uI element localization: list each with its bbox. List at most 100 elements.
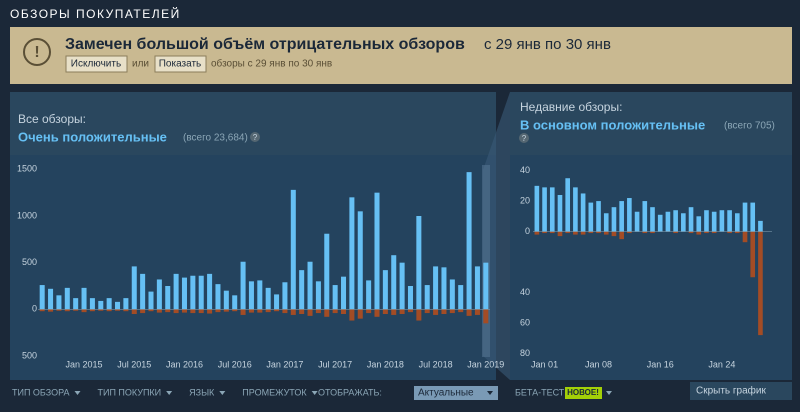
bar xyxy=(98,300,104,310)
bar xyxy=(56,295,62,310)
hide-label[interactable]: Скрыть график xyxy=(696,385,766,397)
bar xyxy=(156,309,162,313)
bar xyxy=(483,262,489,310)
bar xyxy=(207,273,213,310)
bar xyxy=(198,275,204,310)
bar xyxy=(407,286,413,310)
bar xyxy=(173,273,179,310)
bar xyxy=(650,207,655,232)
bar xyxy=(433,309,439,315)
bar xyxy=(441,309,447,314)
bar xyxy=(81,309,87,313)
bar xyxy=(580,231,586,235)
bar xyxy=(257,280,263,310)
bar xyxy=(580,193,586,232)
filter-label[interactable]: ЯЗЫК xyxy=(189,387,215,397)
bar xyxy=(248,281,254,310)
filter-label[interactable]: ТИП ПОКУПКИ xyxy=(97,387,161,397)
show-label[interactable]: Показать xyxy=(159,59,202,70)
all-count: (всего 23,684) xyxy=(183,133,248,144)
bar xyxy=(190,275,196,310)
bar xyxy=(366,280,372,310)
filter-label[interactable]: ПРОМЕЖУТОК xyxy=(242,387,307,397)
bar xyxy=(307,261,313,310)
warning-icon xyxy=(23,38,51,66)
bar xyxy=(232,309,238,312)
warning-banner xyxy=(10,27,792,84)
show-button[interactable] xyxy=(154,55,207,73)
filter-label[interactable]: ТИП ОБЗОРА xyxy=(12,387,69,397)
bar xyxy=(391,255,397,310)
bar xyxy=(73,298,79,310)
bar xyxy=(357,211,363,310)
bar xyxy=(557,194,563,232)
bar xyxy=(48,288,54,310)
bar xyxy=(106,298,112,310)
y-tick-label: 40 xyxy=(520,165,530,175)
bar xyxy=(688,207,694,232)
x-tick-label: Jan 2019 xyxy=(467,359,504,369)
bar xyxy=(123,309,129,312)
help-mark[interactable]: ? xyxy=(522,134,527,143)
bar xyxy=(123,298,129,310)
bar xyxy=(573,187,578,232)
bar xyxy=(424,285,430,310)
hide-button[interactable] xyxy=(690,382,792,400)
x-tick-label: Jul 2017 xyxy=(318,359,352,369)
recent-chart-bg xyxy=(510,155,792,380)
bar xyxy=(719,210,725,232)
display-value[interactable]: Актуальные xyxy=(418,388,474,399)
bar xyxy=(156,279,162,310)
bar xyxy=(382,270,388,310)
bar xyxy=(704,210,709,232)
bar xyxy=(619,231,624,240)
bar xyxy=(619,201,624,232)
beta-label[interactable]: БЕТА-ТЕСТ xyxy=(515,387,565,397)
bar xyxy=(248,309,254,313)
bar xyxy=(257,309,263,313)
exclude-button[interactable] xyxy=(65,55,128,73)
y-tick-label: 80 xyxy=(520,348,530,358)
y-tick-label: 1500 xyxy=(17,164,37,174)
bar xyxy=(140,309,146,314)
bar xyxy=(315,309,321,314)
bar xyxy=(642,201,648,232)
bar xyxy=(449,279,455,310)
bar xyxy=(416,216,422,310)
bar xyxy=(588,231,594,234)
filter-bar xyxy=(0,380,800,407)
bar xyxy=(265,309,271,313)
y-tick-label: 500 xyxy=(22,350,37,360)
bar xyxy=(349,197,355,310)
bar xyxy=(665,211,671,232)
display-select[interactable] xyxy=(414,386,498,400)
bar xyxy=(39,285,45,310)
bar xyxy=(290,189,296,310)
bar xyxy=(274,309,280,312)
bar xyxy=(64,309,70,312)
x-tick-label: Jan 01 xyxy=(531,359,558,369)
bar xyxy=(627,198,632,232)
help-mark[interactable]: ? xyxy=(253,133,258,142)
or-text: или xyxy=(132,59,149,70)
bar xyxy=(573,231,578,235)
bar xyxy=(131,266,137,310)
bar xyxy=(148,291,154,310)
banner-range: с 29 янв по 30 янв xyxy=(484,36,611,53)
help-icon[interactable] xyxy=(519,133,529,143)
selection xyxy=(482,165,490,357)
section-title: ОБЗОРЫ ПОКУПАТЕЛЕЙ xyxy=(10,6,181,21)
bar xyxy=(565,178,571,232)
help-icon[interactable] xyxy=(250,132,260,142)
exclude-label[interactable]: Исключить xyxy=(71,59,121,70)
display-label: ОТОБРАЖАТЬ: xyxy=(318,387,382,397)
bar xyxy=(474,266,480,310)
bar xyxy=(374,192,380,310)
x-tick-label: Jan 08 xyxy=(585,359,612,369)
bar xyxy=(696,231,702,235)
bar xyxy=(549,187,555,232)
bar xyxy=(165,286,171,310)
bar xyxy=(274,294,280,310)
bar xyxy=(642,231,648,234)
